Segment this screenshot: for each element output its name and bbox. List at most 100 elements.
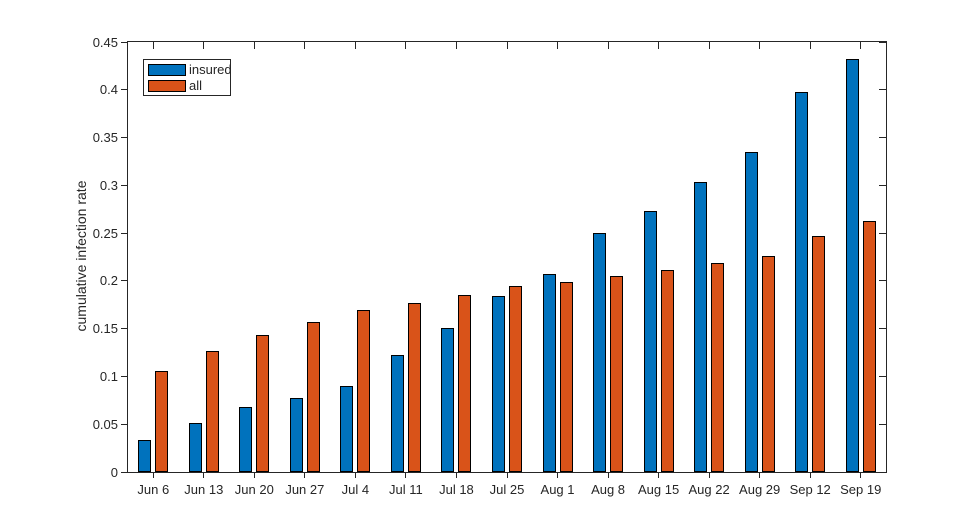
bar-insured: [845, 59, 859, 472]
y-axis-tick: [121, 328, 128, 330]
x-axis-tick: [860, 472, 862, 478]
bar-insured: [694, 182, 708, 472]
bar-insured: [744, 152, 758, 472]
legend-swatch-insured: [148, 63, 186, 76]
x-axis-tick: [759, 472, 761, 478]
x-axis-tick-top: [304, 42, 306, 49]
y-axis-tick: [121, 280, 128, 282]
x-axis-tick: [354, 472, 356, 478]
x-axis-tick-label: Jun 27: [285, 482, 325, 497]
y-axis-tick-label: 0.4: [99, 82, 118, 98]
y-axis-tick-right: [879, 471, 886, 473]
y-axis-tick-right: [879, 184, 886, 186]
x-axis-tick: [607, 472, 609, 478]
bar-all: [761, 256, 775, 472]
bar-insured: [340, 386, 354, 472]
y-axis-tick-label: 0.2: [99, 273, 118, 289]
bar-insured: [289, 398, 303, 472]
legend-entry-all: all: [144, 79, 230, 92]
y-axis-tick-right: [879, 328, 886, 330]
x-axis-tick-label: Jul 25: [489, 482, 525, 497]
legend-label: all: [189, 78, 203, 93]
bar-all: [509, 286, 522, 472]
x-axis-tick-top: [354, 42, 356, 49]
bar-all: [711, 263, 725, 472]
bar-insured: [441, 328, 455, 472]
x-axis-tick-label: Aug 1: [540, 482, 575, 497]
y-axis-tick: [121, 471, 128, 473]
y-axis-tick-right: [879, 280, 886, 282]
x-axis-tick-top: [152, 42, 154, 49]
y-axis-tick-label: 0.45: [92, 34, 118, 50]
x-axis-tick-top: [708, 42, 710, 49]
x-axis-tick-label: Aug 22: [688, 482, 730, 497]
y-axis-tick-right: [879, 41, 886, 43]
y-axis-tick: [121, 89, 128, 91]
x-axis-tick: [506, 472, 508, 478]
x-axis-tick: [152, 472, 154, 478]
x-axis-tick-label: Jul 11: [389, 482, 423, 497]
x-axis-tick-label: Jul 18: [439, 482, 474, 497]
x-axis-tick: [708, 472, 710, 478]
x-axis-tick-label: Jun 20: [234, 482, 274, 497]
y-axis-tick: [121, 137, 128, 139]
y-axis-tick: [121, 375, 128, 377]
bar-all: [256, 335, 270, 472]
x-axis-tick: [658, 472, 660, 478]
bar-all: [357, 310, 371, 472]
x-axis-tick-top: [253, 42, 255, 49]
legend-swatch-all: [148, 79, 186, 92]
bar-insured: [188, 423, 202, 472]
y-axis-tick-label: 0.1: [99, 368, 118, 384]
x-axis-tick-label: Jun 13: [184, 482, 224, 497]
x-axis-tick: [203, 472, 205, 478]
x-axis-tick-label: Sep 19: [840, 482, 882, 497]
x-axis-tick-top: [203, 42, 205, 49]
legend-label: insured: [189, 62, 232, 77]
y-axis-tick-right: [879, 375, 886, 377]
x-axis-tick: [304, 472, 306, 478]
y-axis-tick-right: [879, 89, 886, 91]
y-axis-tick-right: [879, 232, 886, 234]
x-axis-tick-label: Jul 4: [341, 482, 370, 497]
x-axis-tick-label: Sep 12: [789, 482, 831, 497]
bar-all: [155, 371, 169, 472]
x-axis-tick-label: Jun 6: [137, 482, 170, 497]
x-axis-tick-top: [506, 42, 508, 49]
x-axis-tick: [809, 472, 811, 478]
x-axis-tick-top: [860, 42, 862, 49]
x-axis-tick-top: [557, 42, 559, 49]
x-axis-tick-label: Aug 8: [591, 482, 626, 497]
bar-all: [407, 303, 421, 472]
x-axis-tick: [253, 472, 255, 478]
bar-insured: [593, 233, 607, 472]
y-axis-tick: [121, 423, 128, 425]
legend-entry-insured: insured: [144, 62, 232, 77]
legend: insured all: [143, 59, 232, 96]
x-axis-tick-label: Aug 29: [739, 482, 781, 497]
y-axis-tick-label: 0.3: [99, 177, 118, 193]
y-axis-tick-right: [879, 137, 886, 139]
plot-area: insured all 0 0.05 0.1 0.15 0.2 0.25 0.3 0.35 0.4…: [93, 35, 887, 497]
x-axis-tick-top: [759, 42, 761, 49]
bar-all: [205, 351, 219, 472]
x-axis-tick-top: [658, 42, 660, 49]
x-axis-tick-top: [809, 42, 811, 49]
bar-all: [812, 236, 826, 472]
bar-insured: [542, 274, 556, 472]
bar-all: [306, 322, 320, 472]
y-axis-tick-label: 0.15: [92, 321, 118, 337]
y-axis-tick-label: 0.25: [92, 225, 118, 241]
bar-all: [610, 276, 624, 472]
y-axis-tick-right: [879, 423, 886, 425]
bar-all: [862, 221, 876, 472]
x-axis-tick-top: [405, 42, 407, 49]
x-axis-tick-label: Aug 15: [637, 482, 680, 497]
bar-all: [458, 295, 472, 472]
bar-insured: [795, 92, 809, 472]
y-axis-tick-label: 0.35: [92, 130, 118, 146]
y-axis-label: cumulative infection rate: [73, 180, 89, 332]
x-axis-tick: [557, 472, 559, 478]
bar-insured: [390, 355, 404, 472]
